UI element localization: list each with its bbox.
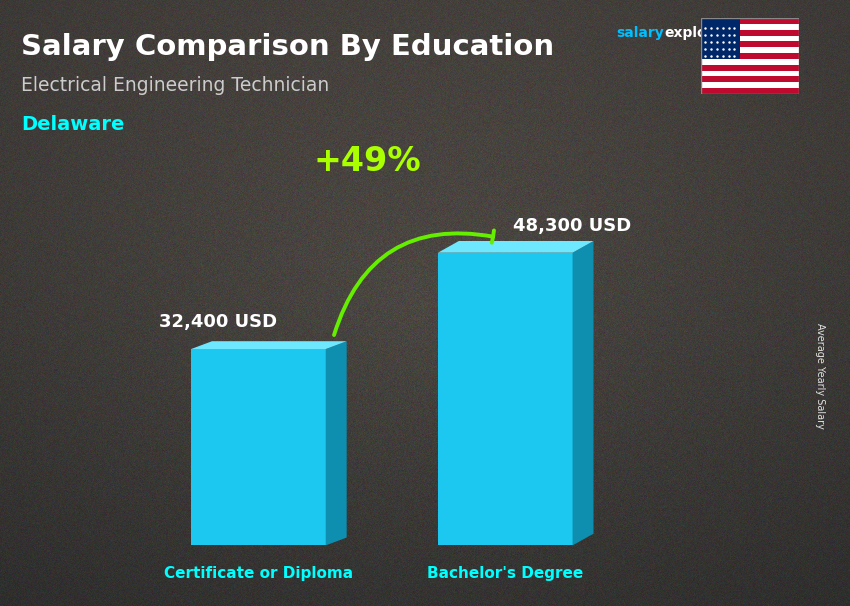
Bar (701, 36, 799, 41)
Text: Electrical Engineering Technician: Electrical Engineering Technician (21, 76, 330, 95)
Text: 48,300 USD: 48,300 USD (513, 217, 632, 235)
Bar (701, 47, 799, 53)
Bar (701, 76, 799, 82)
Text: salary: salary (616, 26, 664, 40)
Bar (701, 53, 799, 59)
Bar (701, 41, 799, 47)
Bar (701, 71, 799, 76)
Bar (701, 18, 799, 24)
Text: Salary Comparison By Education: Salary Comparison By Education (21, 33, 554, 61)
Text: Average Yearly Salary: Average Yearly Salary (815, 323, 825, 428)
Polygon shape (191, 341, 347, 349)
Text: 32,400 USD: 32,400 USD (159, 313, 277, 331)
Text: explorer: explorer (665, 26, 730, 40)
Text: .com: .com (727, 26, 764, 40)
Bar (701, 18, 740, 59)
Polygon shape (438, 241, 593, 253)
Text: Delaware: Delaware (21, 115, 125, 134)
Bar (701, 24, 799, 30)
Bar (701, 82, 799, 88)
Bar (191, 349, 326, 545)
Polygon shape (573, 241, 593, 545)
Bar (701, 30, 799, 36)
Bar (701, 88, 799, 94)
Bar (701, 65, 799, 71)
Text: Bachelor's Degree: Bachelor's Degree (427, 567, 583, 582)
Text: Certificate or Diploma: Certificate or Diploma (164, 567, 353, 582)
Text: +49%: +49% (313, 145, 421, 178)
Bar (438, 253, 573, 545)
Polygon shape (326, 341, 347, 545)
Bar (701, 59, 799, 65)
